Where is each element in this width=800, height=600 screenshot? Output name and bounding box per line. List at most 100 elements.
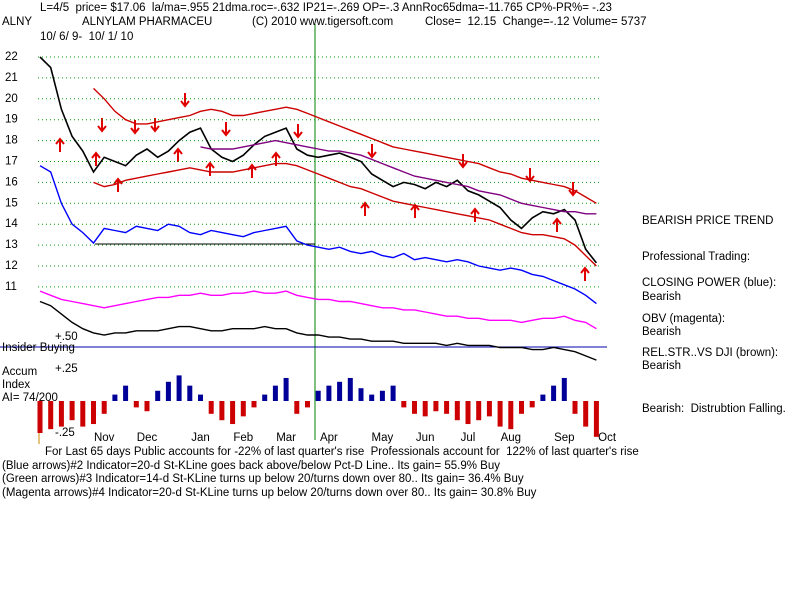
side-note: CLOSING POWER (blue):: [642, 277, 776, 289]
accum-bar: [208, 401, 214, 414]
accum-bar: [176, 375, 182, 401]
series-line: [93, 162, 597, 267]
accum-bar: [486, 401, 492, 417]
accum-bar: [315, 390, 321, 401]
footer-note: (Green arrows)#3 Indicator=14-d St-KLine…: [2, 473, 524, 485]
accum-bar: [583, 401, 589, 427]
arrow-up: [470, 207, 480, 222]
x-tick-label: Apr: [320, 432, 338, 444]
arrow-up: [55, 137, 65, 152]
y-tick-label: 21: [5, 72, 18, 84]
copyright: (C) 2010 www.tigersoft.com: [252, 16, 393, 28]
accum-bar: [155, 390, 161, 401]
side-note: Bearish: [642, 326, 681, 338]
arrow-down: [293, 124, 303, 139]
header-stats: L=4/5 price= $17.06 la/ma=.955 21dma.roc…: [40, 2, 612, 14]
accum-bar: [283, 377, 289, 401]
arrow-down: [130, 120, 140, 135]
accum-bar: [262, 394, 268, 401]
accum-bar: [401, 401, 407, 408]
accum-bar: [529, 401, 535, 408]
x-tick-label: Nov: [94, 432, 115, 444]
side-note: REL.STR..VS DJI (brown):: [642, 347, 778, 359]
accum-bar: [379, 390, 385, 401]
accum-bar: [240, 401, 246, 417]
accum-bar: [508, 401, 514, 430]
arrow-up: [360, 201, 370, 216]
accum-bar: [540, 394, 546, 401]
accum-bar: [198, 394, 203, 401]
accum-bar: [561, 377, 567, 401]
series-line: [39, 290, 597, 330]
y-tick-label: 15: [5, 197, 18, 209]
arrow-up: [205, 161, 215, 176]
footer-note: (Magenta arrows)#4 Indicator=20-d St-KLi…: [2, 487, 537, 499]
accum-bar: [219, 401, 225, 421]
accum-bar: [133, 401, 139, 408]
arrow-down: [525, 168, 535, 183]
y-tick-label: 12: [5, 260, 18, 272]
quote: Close= 12.15 Change=-.12 Volume= 5737: [425, 16, 647, 28]
arrow-up: [552, 217, 562, 232]
series-line: [39, 300, 597, 361]
accum-bar: [187, 385, 193, 401]
y-tick-label: 17: [5, 156, 18, 168]
panel-label: AI= 74/200: [2, 392, 58, 404]
accum-bar: [476, 401, 482, 421]
accum-bar: [272, 385, 278, 401]
accum-bar: [91, 401, 96, 425]
series-line: [39, 165, 597, 305]
accum-bar: [305, 401, 310, 408]
series-line: [93, 87, 597, 204]
date-range: 10/ 6/ 9- 10/ 1/ 10: [40, 31, 133, 43]
x-tick-label: Mar: [276, 432, 296, 444]
y-tick-label: +.50: [55, 331, 78, 343]
side-note: OBV (magenta):: [642, 313, 725, 325]
accum-bar: [230, 401, 236, 425]
accum-bar: [519, 401, 524, 414]
accum-bar: [593, 401, 599, 437]
series-line: [200, 139, 597, 215]
series-line: [39, 56, 598, 264]
y-tick-label: -.25: [55, 427, 75, 439]
symbol: ALNY: [2, 16, 32, 28]
x-tick-label: Sep: [554, 432, 574, 444]
panel-label: Index: [2, 379, 30, 391]
side-note: BEARISH PRICE TREND: [642, 215, 773, 227]
panel-label: Accum: [2, 366, 37, 378]
accum-bar: [465, 401, 471, 425]
accum-bar: [369, 394, 375, 401]
accum-bar: [390, 385, 396, 401]
side-note: Bearish: [642, 360, 681, 372]
y-tick-label: 14: [5, 218, 18, 230]
y-tick-label: 13: [5, 239, 18, 251]
panel-label: Insider Buying: [2, 342, 75, 354]
side-note: Bearish: Distrubtion Falling.: [642, 403, 786, 415]
x-tick-label: May: [372, 432, 394, 444]
accum-bar: [251, 401, 257, 408]
arrow-down: [367, 144, 377, 159]
accum-bar: [572, 401, 578, 414]
accum-bar: [123, 385, 129, 401]
side-note: Bearish: [642, 291, 681, 303]
arrow-up: [580, 266, 590, 281]
accum-bar: [326, 385, 332, 401]
arrow-up: [173, 147, 183, 162]
accum-bar: [37, 401, 43, 433]
accum-bar: [497, 401, 503, 427]
accum-bar: [69, 401, 75, 421]
company: ALNYLAM PHARMACEU: [82, 16, 212, 28]
x-tick-label: Jan: [191, 432, 210, 444]
x-tick-label: Oct: [598, 432, 617, 444]
x-tick-label: Feb: [233, 432, 253, 444]
accum-bar: [101, 401, 107, 414]
y-tick-label: 18: [5, 135, 18, 147]
arrow-down: [180, 93, 190, 108]
accum-bar: [80, 401, 86, 427]
accum-bar: [112, 394, 118, 401]
accum-bar: [433, 401, 439, 412]
footer-note: (Blue arrows)#2 Indicator=20-d St-KLine …: [2, 460, 500, 472]
